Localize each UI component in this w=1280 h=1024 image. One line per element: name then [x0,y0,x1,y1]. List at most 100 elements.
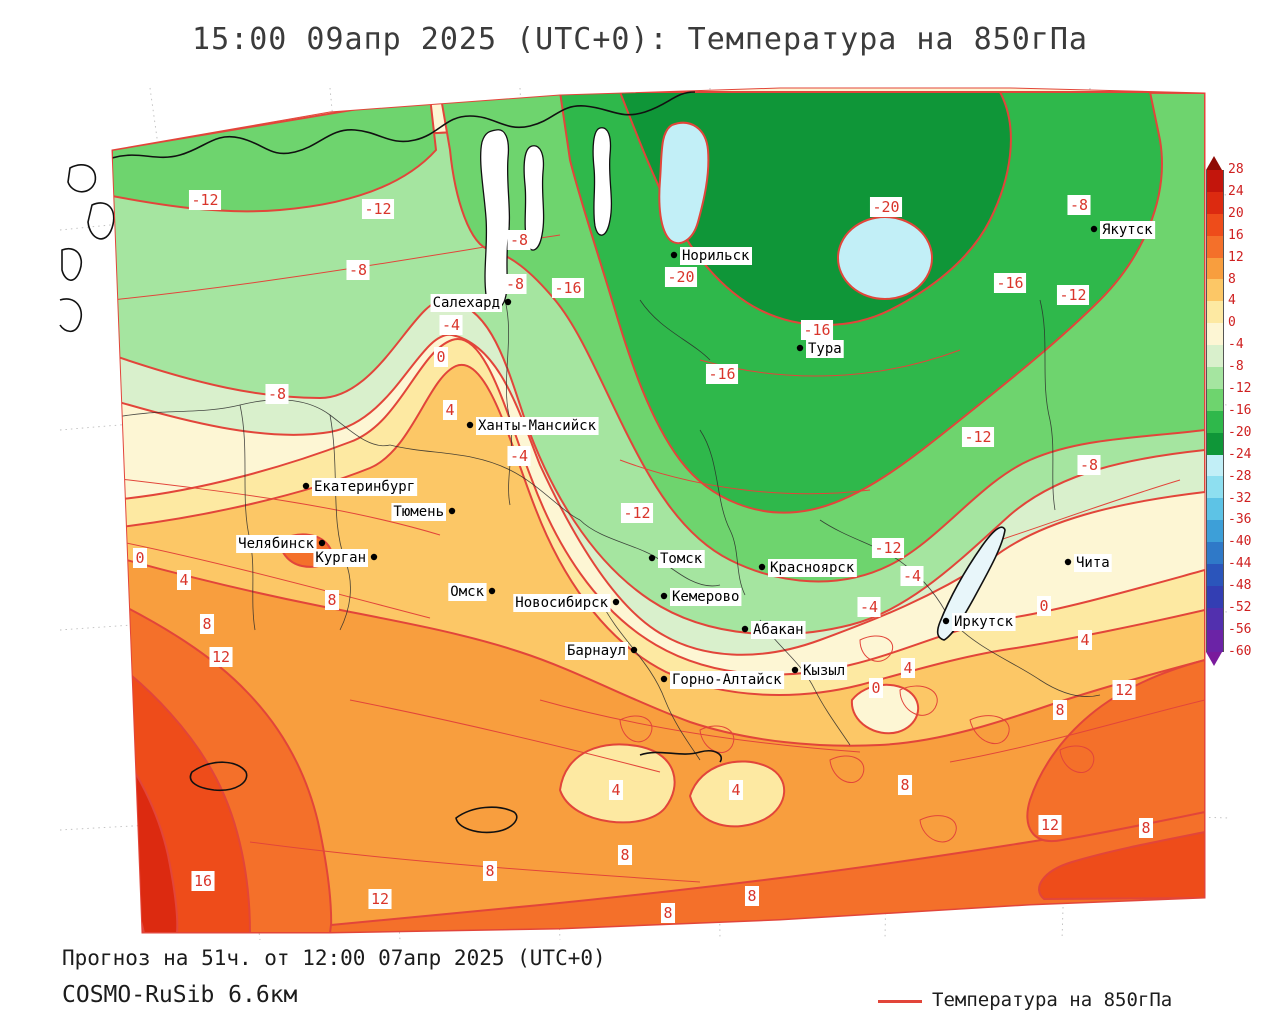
colorbar-tick: -16 [1228,402,1252,418]
svg-text:8: 8 [663,904,672,922]
svg-text:12: 12 [212,648,230,666]
contour-value-label: 4 [442,400,458,420]
svg-text:Красноярск: Красноярск [770,560,855,576]
city-marker: Иркутск [942,613,1016,631]
contour-value-label: -12 [361,199,395,219]
svg-text:-16: -16 [554,279,581,297]
city-dot [318,539,326,547]
city-marker: Екатеринбург [302,478,418,496]
colorbar-tick: -60 [1228,643,1252,659]
contour-value-label: 4 [1077,630,1093,650]
svg-text:8: 8 [1141,819,1150,837]
city-marker: Кемерово [660,588,742,606]
contour-value-label: 8 [1138,818,1154,838]
colorbar-tick: 8 [1228,271,1236,287]
contour-value-label: 4 [728,780,744,800]
contour-value-label: -4 [507,446,531,466]
svg-text:-12: -12 [874,539,901,557]
colorbar-cell [1206,607,1224,630]
colorbar-cell [1206,257,1224,280]
colorbar-tick: -36 [1228,512,1252,528]
contour-value-label: 0 [1036,596,1052,616]
svg-text:-4: -4 [860,598,878,616]
city-dot [1090,225,1098,233]
contour-value-label: -8 [1067,195,1091,215]
colorbar-cell [1206,542,1224,565]
colorbar-tick: -12 [1228,381,1252,396]
svg-text:Иркутск: Иркутск [954,614,1014,630]
city-marker: Барнаул [564,642,638,660]
colorbar-tick: -20 [1228,424,1252,440]
city-dot [670,251,678,259]
svg-text:-4: -4 [510,447,528,465]
contour-value-label: 0 [868,678,884,698]
city-dot [648,554,656,562]
city-marker: Тура [796,340,844,358]
svg-text:4: 4 [179,571,188,589]
svg-text:-16: -16 [803,321,830,339]
contour-value-label: -16 [993,273,1027,293]
colorbar-cell [1206,629,1224,652]
city-marker: Омск [448,583,496,601]
svg-text:-8: -8 [1080,456,1098,474]
page-title: 15:00 09апр 2025 (UTC+0): Температура на… [192,22,1088,57]
colorbar-cell [1206,323,1224,346]
city-dot [488,587,496,595]
contour-value-label: -8 [503,274,527,294]
contour-value-label: 8 [660,903,676,923]
city-dot [1064,558,1072,566]
contour-value-label: 8 [482,861,498,881]
colorbar-cell [1206,388,1224,411]
contour-value-label: 8 [199,614,215,634]
colorbar-tick: -40 [1228,534,1252,550]
contour-value-label: -16 [551,278,585,298]
svg-text:-8: -8 [510,231,528,249]
colorbar-tick: 0 [1228,315,1236,331]
colorbar-tick: -52 [1228,600,1252,615]
svg-text:-12: -12 [623,504,650,522]
colorbar-cell [1206,454,1224,477]
svg-text:4: 4 [1080,631,1089,649]
colorbar-cell [1206,235,1224,258]
svg-text:-8: -8 [349,261,367,279]
contour-value-label: -4 [439,315,463,335]
contour-value-label: 8 [617,845,633,865]
svg-text:4: 4 [445,401,454,419]
city-markers: Норильск Якутск Салехард Тура Ханты-Мансийск… [236,221,1156,689]
contour-value-label: 4 [608,780,624,800]
svg-text:Тура: Тура [808,341,842,357]
svg-text:12: 12 [371,890,389,908]
colorbar-cell [1206,301,1224,324]
city-marker: Челябинск [236,535,326,553]
contour-value-label: -12 [961,427,995,447]
svg-text:0: 0 [871,679,880,697]
contour-value-label: -12 [188,190,222,210]
forecast-info: Прогноз на 51ч. от 12:00 07апр 2025 (UTC… [62,946,606,970]
city-marker: Чита [1064,554,1112,572]
contour-value-label: -8 [346,260,370,280]
svg-text:8: 8 [485,862,494,880]
city-dot [630,646,638,654]
contour-value-label: 8 [744,886,760,906]
model-info: COSMO-RuSib 6.6км [62,982,298,1008]
contour-value-label: -20 [869,197,903,217]
colorbar-tick: -24 [1228,446,1252,462]
colorbar-tick: 4 [1228,293,1236,309]
svg-text:16: 16 [194,872,212,890]
city-dot [302,482,310,490]
colorbar-arrow-top [1206,156,1222,170]
svg-text:Тюмень: Тюмень [393,504,444,520]
contour-value-label: -20 [664,267,698,287]
contour-value-label: 12 [368,889,392,909]
colorbar-tick: -44 [1228,556,1252,572]
contour-value-label: 8 [1052,700,1068,720]
city-marker: Курган [313,549,378,567]
colorbar-cell [1206,410,1224,433]
city-dot [758,563,766,571]
svg-text:-16: -16 [996,274,1023,292]
colorbar-tick: 28 [1228,162,1244,177]
svg-text:-20: -20 [667,268,694,286]
svg-text:0: 0 [135,549,144,567]
svg-text:4: 4 [731,781,740,799]
